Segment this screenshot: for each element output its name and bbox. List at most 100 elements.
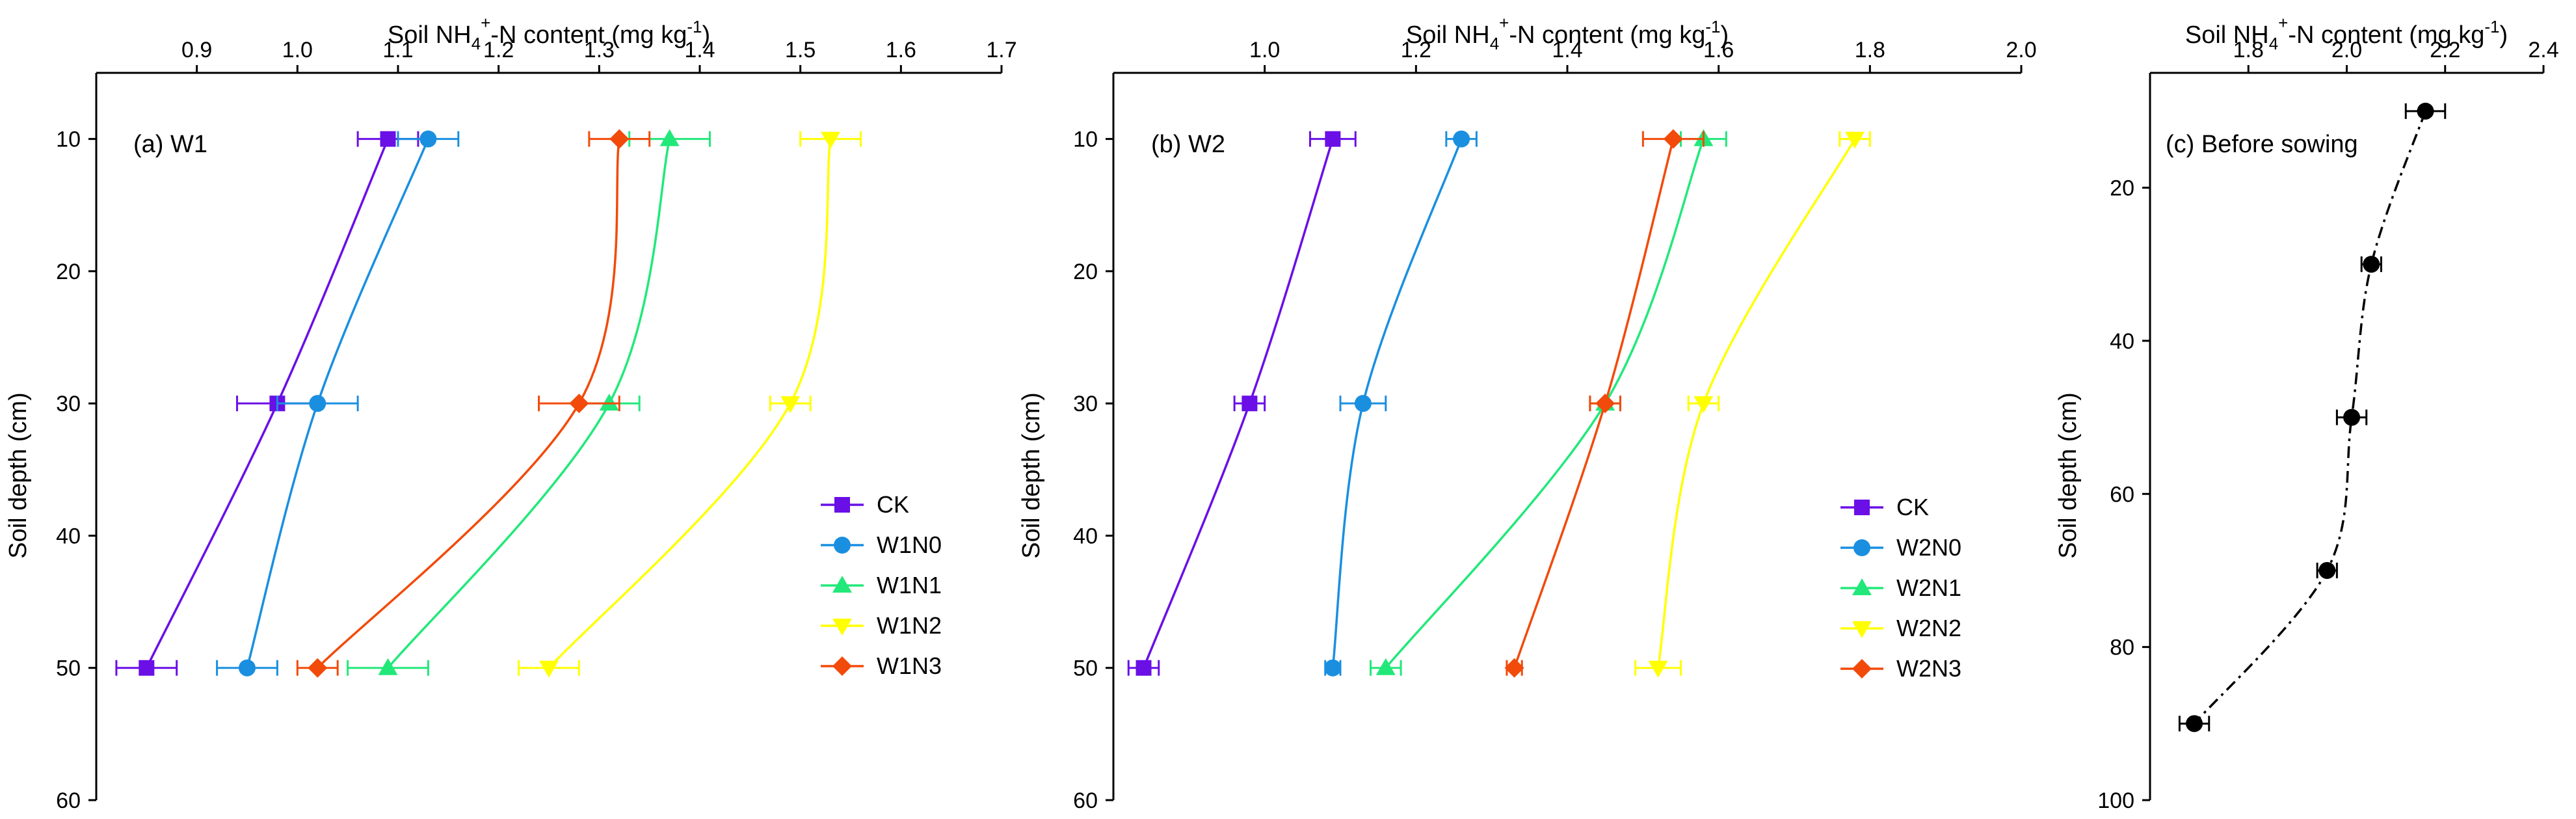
panel-b-series-ck-marker	[1242, 396, 1258, 412]
panel-a-label: (a) W1	[133, 131, 207, 158]
panel-b-y-tick-label: 50	[1073, 656, 1098, 681]
panel-c-series-before-sowing	[2178, 102, 2447, 732]
panel-a-y-tick-label: 20	[56, 260, 81, 284]
panel-a-x-axis-title: Soil NH4+-N content (mg kg-1)	[388, 13, 710, 53]
panel-b-y-tick-label: 40	[1073, 524, 1098, 548]
panel-a-legend-entry-w1n0-label: W1N0	[877, 531, 942, 558]
panel-a-series-w1n2-marker	[780, 396, 801, 414]
panel-a-y-axis-title: Soil depth (cm)	[5, 392, 32, 559]
panel-b-legend-entry-w2n1-label: W2N1	[1896, 574, 1961, 601]
panel-a-series-w1n0	[216, 130, 460, 677]
panel-a-series-w1n1-marker	[659, 129, 680, 146]
panel-a-legend-entry-w1n1-marker	[832, 576, 852, 593]
panel-a-legend-entry-w1n3-marker	[832, 656, 852, 676]
panel-a-series-w1n3-marker	[308, 658, 328, 678]
panel-a-x-tick-label: 1.4	[684, 38, 715, 62]
panel-a-legend-entry-w1n2-label: W1N2	[877, 612, 942, 639]
panel-c-x-tick-label: 1.8	[2233, 38, 2264, 62]
panel-a-series-w1n0-marker	[309, 395, 326, 412]
panel-b-series-w2n3	[1504, 129, 1705, 678]
panel-b-series-ck-marker	[1135, 660, 1152, 676]
panel-a-y-tick-label: 10	[56, 128, 81, 152]
panel-c-y-tick-label: 80	[2110, 636, 2134, 660]
panel-a-legend-entry-w1n1-label: W1N1	[877, 572, 942, 598]
panel-c-series-before-sowing-marker	[2417, 102, 2434, 120]
panel-a-series-w1n3-marker	[569, 394, 589, 414]
panel-c-x-tick-label: 2.0	[2331, 38, 2362, 62]
panel-b-series-w2n2-marker	[1845, 131, 1865, 149]
panel-b-series-w2n0-marker	[1453, 130, 1470, 148]
panel-c-x-axis-title: Soil NH4+-N content (mg kg-1)	[2185, 13, 2508, 53]
panel-c-y-tick-label: 60	[2110, 482, 2134, 507]
panel-a-y-tick-label: 30	[56, 392, 81, 416]
panel-a-x-tick-label: 0.9	[181, 38, 212, 62]
panel-b-x-tick-label: 1.6	[1703, 38, 1734, 62]
panel-c-x-tick-label: 2.4	[2528, 38, 2558, 62]
panel-b-legend-entry-ck-label: CK	[1896, 494, 1929, 520]
panel-b-x-tick-label: 1.4	[1552, 38, 1582, 62]
panel-a-series-w1n3-line	[317, 139, 620, 669]
panel-a-series-w1n3-marker	[609, 129, 630, 149]
panel-b-y-tick-label: 20	[1073, 260, 1098, 284]
panel-c-series-before-sowing-line	[2193, 111, 2427, 725]
panel-b-legend-entry-w2n3-label: W2N3	[1896, 655, 1961, 682]
panel-b-y-tick-label: 60	[1073, 788, 1098, 813]
panel-c-x-tick-label: 2.2	[2430, 38, 2460, 62]
panel-b-series-w2n3-marker	[1595, 394, 1615, 414]
panel-a-legend-entry-w1n2-marker	[832, 619, 852, 636]
panel-c-y-tick-label: 20	[2110, 176, 2134, 201]
panel-b-series-w2n1-marker	[1375, 658, 1396, 675]
panel-a-x-tick-label: 1.1	[382, 38, 413, 62]
panel-b-y-axis-title: Soil depth (cm)	[1018, 392, 1045, 559]
panel-c-series-before-sowing-marker	[2186, 715, 2203, 732]
panel-b-series-w2n1-line	[1385, 139, 1705, 669]
panel-a-series-w1n0-marker	[419, 130, 437, 148]
panel-a-y-tick-label: 60	[56, 788, 81, 813]
panel-b-x-tick-label: 1.0	[1249, 38, 1280, 62]
panel-a-x-tick-label: 1.3	[584, 38, 615, 62]
panel-b-series-ck	[1127, 131, 1357, 676]
panel-b-legend-entry-w2n0-marker	[1853, 539, 1870, 556]
panel-a-legend-entry-ck-label: CK	[877, 491, 909, 518]
panel-c-series-before-sowing-marker	[2363, 256, 2380, 273]
panel-c-y-tick-label: 40	[2110, 329, 2134, 354]
panel-a-series-ck-marker	[380, 131, 396, 147]
panel-a-series-w1n2	[518, 131, 862, 678]
panel-b-y-tick-label: 10	[1073, 128, 1098, 152]
panel-b-series-w2n0	[1324, 130, 1478, 677]
panel-b-legend-entry-w2n2-label: W2N2	[1896, 615, 1961, 641]
panel-b-series-w2n3-marker	[1663, 129, 1683, 149]
panel-a-x-tick-label: 1.5	[785, 38, 816, 62]
panel-c: 1.8 2.0 2.2 2.4 20 40 60 80 100 Soil NH4+-N conte…	[2054, 13, 2559, 813]
panel-b-series-w2n2-marker	[1693, 396, 1714, 414]
panel-a-x-tick-label: 1.2	[483, 38, 514, 62]
panel-c-y-axis-title: Soil depth (cm)	[2054, 392, 2082, 559]
panel-b-legend-entry-w2n2-marker	[1852, 621, 1872, 638]
panel-b-legend-entry-w2n1-marker	[1852, 578, 1872, 595]
panel-c-series-before-sowing-marker	[2343, 409, 2361, 426]
panel-a-series-w1n1-marker	[378, 658, 398, 675]
panel-a-series-w1n1-marker	[599, 394, 619, 411]
panel-c-label: (c) Before sowing	[2166, 131, 2358, 158]
panel-b-series-w2n3-marker	[1504, 658, 1524, 678]
panel-b-series-w2n0-marker	[1324, 659, 1342, 677]
panel-a-x-tick-label: 1.6	[886, 38, 916, 62]
panel-b-x-tick-label: 1.8	[1855, 38, 1885, 62]
panel-a-series-w1n2-line	[548, 139, 832, 669]
panel-b-legend: CK W2N0 W2N1 W2N2 W2N3	[1840, 494, 1961, 682]
panel-a-x-tick-label: 1.0	[282, 38, 313, 62]
panel-b-series-ck-marker	[1325, 131, 1341, 147]
panel-b-x-tick-label: 1.2	[1401, 38, 1431, 62]
panel-a-x-tick-label: 1.7	[986, 38, 1016, 62]
panel-a-legend-entry-ck-marker	[834, 497, 850, 513]
panel-b-legend-entry-w2n3-marker	[1852, 659, 1872, 678]
panel-c-series-before-sowing-marker	[2318, 561, 2336, 579]
panel-a-series-ck	[115, 131, 419, 676]
panel-b-label: (b) W2	[1151, 131, 1225, 158]
panel-b-legend-entry-w2n0-label: W2N0	[1896, 534, 1961, 561]
panel-b-series-w2n0-marker	[1354, 395, 1372, 412]
panel-a-legend-entry-w1n0-marker	[834, 537, 851, 554]
panel-a-series-ck-marker	[139, 660, 155, 676]
panel-a-series-w1n2-marker	[539, 660, 559, 678]
